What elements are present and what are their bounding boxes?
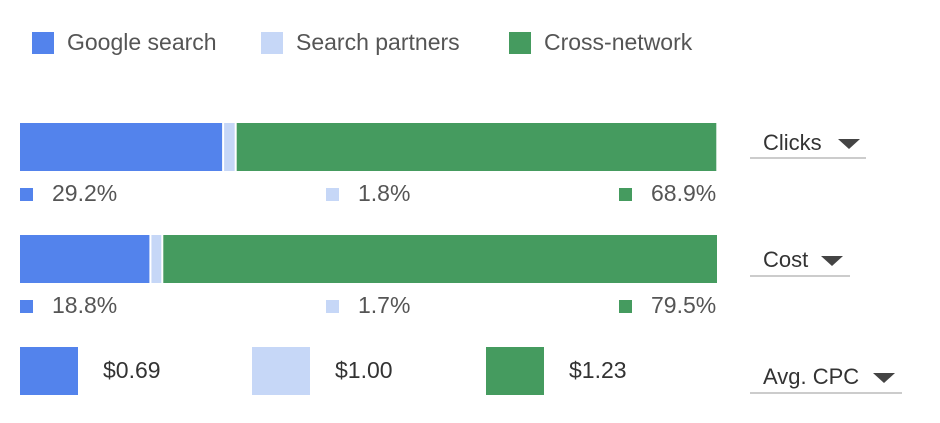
metric-dropdown[interactable]: Avg. CPC	[763, 364, 859, 389]
value-label: 18.8%	[52, 292, 117, 318]
dropdowns: Clicks Cost Avg. CPC	[750, 130, 902, 394]
metric-dropdown[interactable]: Cost	[763, 247, 808, 272]
label-swatch	[20, 188, 33, 201]
dropdown-arrow[interactable]	[821, 256, 843, 266]
label-swatch	[619, 300, 632, 313]
value-label: 29.2%	[52, 180, 117, 206]
legend-swatch	[261, 32, 283, 54]
value-label: 1.8%	[358, 180, 410, 206]
legend-swatch	[509, 32, 531, 54]
dropdown-arrow[interactable]	[873, 373, 895, 383]
cpc-label: $1.23	[569, 357, 627, 383]
cpc-swatch	[20, 347, 78, 395]
value-label: 68.9%	[651, 180, 716, 206]
label-swatch	[326, 188, 339, 201]
cpc-swatch	[252, 347, 310, 395]
bar-segment	[151, 235, 162, 283]
label-swatch	[619, 188, 632, 201]
bar-segment	[20, 235, 150, 283]
legend-swatch	[32, 32, 54, 54]
cpc-swatch	[486, 347, 544, 395]
legend-label: Search partners	[296, 29, 460, 55]
legend-label: Google search	[67, 29, 217, 55]
cpc-label: $1.00	[335, 357, 393, 383]
bar-segment	[236, 123, 717, 171]
value-label: 1.7%	[358, 292, 410, 318]
bar-segment	[20, 123, 223, 171]
legend-label: Cross-network	[544, 29, 693, 55]
label-swatch	[20, 300, 33, 313]
bar-segment	[224, 123, 235, 171]
label-swatch	[326, 300, 339, 313]
bar-segment	[163, 235, 718, 283]
metric-dropdown[interactable]: Clicks	[763, 130, 822, 155]
value-label: 79.5%	[651, 292, 716, 318]
cpc-label: $0.69	[103, 357, 161, 383]
dropdown-arrow[interactable]	[838, 139, 860, 149]
